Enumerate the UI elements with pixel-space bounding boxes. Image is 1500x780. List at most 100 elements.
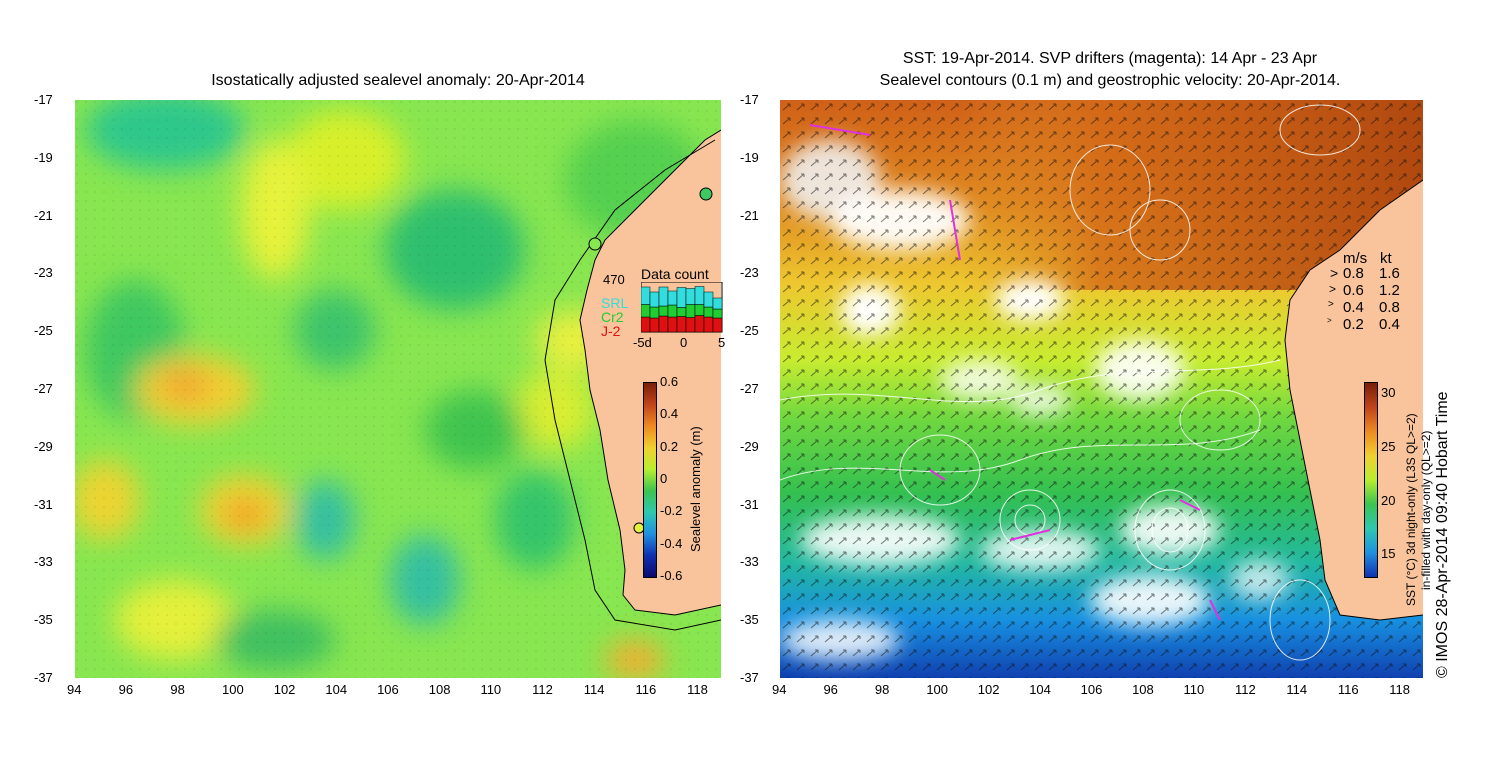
right-lat-label: -19	[740, 149, 759, 165]
sealevel-colorbar	[643, 382, 657, 578]
right-lon-label: 112	[1234, 682, 1256, 697]
right-lon-label: 116	[1337, 682, 1359, 697]
right-lat-label: -33	[740, 554, 759, 570]
inset-bar-j2	[649, 317, 660, 333]
speed-legend-header-kt: kt	[1380, 250, 1392, 267]
sealevel-colorbar-tick: -0.2	[660, 503, 683, 519]
sealevel-colorbar-tick: -0.4	[660, 535, 683, 551]
inset-bar-srl	[685, 288, 696, 305]
sst-colorbar	[1364, 382, 1378, 578]
inset-bar-j2	[694, 315, 705, 333]
left-lon-label: 118	[687, 682, 708, 697]
left-lat-label: -23	[34, 265, 53, 281]
left-lat-label: -25	[34, 323, 53, 339]
left-lon-label: 110	[480, 682, 502, 697]
left-lon-label: 98	[170, 682, 185, 697]
right-lon-label: 100	[926, 682, 949, 697]
inset-title: Data count	[641, 266, 709, 282]
left-lat-label: -21	[34, 207, 53, 223]
inset-bar-cr2	[667, 304, 678, 318]
speed-legend-ms: 0.8	[1343, 265, 1364, 282]
sealevel-colorbar-tick: 0	[660, 470, 668, 486]
inset-bar-j2	[685, 317, 696, 333]
inset-bar-j2	[712, 317, 723, 333]
inset-bar-j2	[667, 316, 678, 333]
speed-legend-kt: 1.6	[1379, 265, 1400, 282]
right-lon-label: 110	[1183, 682, 1205, 697]
inset-bar-cr2	[712, 308, 723, 319]
speed-legend-arrow-icon: >	[1328, 299, 1334, 310]
left-lat-label: -33	[34, 554, 53, 570]
sst-colorbar-label-line2: in-filled with day-only (QL>=2)	[1419, 430, 1433, 590]
sealevel-colorbar-tick: 0.4	[660, 406, 679, 422]
left-lon-label: 114	[583, 682, 605, 697]
left-lat-label: -19	[34, 149, 53, 165]
inset-bar-srl	[712, 297, 723, 310]
right-lon-label: 94	[772, 682, 787, 697]
left-lat-label: -27	[34, 381, 53, 396]
right-lat-label: -37	[740, 670, 759, 685]
right-lon-label: 108	[1132, 682, 1154, 697]
right-lat-label: -25	[740, 323, 759, 339]
data-count-histogram	[641, 282, 723, 333]
right-lat-label: -35	[740, 612, 759, 628]
right-lat-label: -17	[740, 92, 759, 107]
sealevel-colorbar-tick: 0.6	[660, 374, 679, 389]
right-lon-label: 104	[1029, 682, 1051, 697]
sst-colorbar-label-line1: SST (°C) 3d night-only (L3S QL>=2)	[1404, 413, 1418, 606]
inset-bar-cr2	[703, 306, 714, 318]
inset-bar-j2	[641, 316, 651, 333]
imos-credit: © IMOS 28-Apr-2014 09:40 Hobart Time	[1434, 391, 1451, 678]
inset-bar-j2	[676, 316, 687, 333]
inset-bar-srl	[676, 287, 687, 308]
inset-xtick-0: -5d	[633, 335, 652, 350]
inset-bar-srl	[694, 286, 705, 305]
left-lon-label: 112	[532, 682, 553, 697]
speed-legend-arrow-icon: >	[1327, 316, 1332, 325]
speed-legend-kt: 0.4	[1379, 316, 1400, 333]
left-lat-label: -29	[34, 438, 53, 454]
left-lon-label: 108	[428, 682, 451, 697]
speed-legend-ms: 0.2	[1343, 316, 1364, 333]
sealevel-anomaly-map	[75, 100, 721, 678]
left-panel-title: Isostatically adjusted sealevel anomaly:…	[211, 72, 585, 89]
inset-bar-j2	[703, 316, 714, 333]
speed-legend-kt: 1.2	[1379, 282, 1400, 299]
right-lon-label: 114	[1286, 682, 1308, 697]
speed-legend-arrow-icon: >	[1329, 282, 1337, 296]
inset-bar-cr2	[658, 305, 669, 317]
left-lat-label: -31	[34, 496, 53, 512]
left-lat-label: -17	[34, 92, 53, 107]
left-lon-label: 116	[635, 682, 657, 697]
left-lat-label: -35	[34, 612, 53, 628]
inset-bar-srl	[667, 290, 678, 306]
speed-legend-header-ms: m/s	[1343, 250, 1368, 267]
sst-colorbar-tick: 25	[1381, 438, 1396, 454]
right-panel-title-line2: Sealevel contours (0.1 m) and geostrophi…	[879, 72, 1341, 89]
left-lon-label: 94	[67, 682, 82, 697]
right-lat-label: -21	[740, 207, 759, 223]
speed-legend-arrow-icon: >	[1330, 265, 1339, 281]
right-lon-label: 102	[977, 682, 1000, 697]
speed-legend-ms: 0.6	[1343, 282, 1364, 299]
left-lon-label: 104	[325, 682, 348, 697]
right-lon-label: 106	[1080, 682, 1103, 697]
inset-xtick-2: 5	[718, 335, 726, 350]
inset-bar-srl	[658, 286, 669, 307]
sst-colorbar-tick: 20	[1381, 492, 1396, 508]
right-panel-title-line1: SST: 19-Apr-2014. SVP drifters (magenta)…	[902, 50, 1318, 67]
right-lat-label: -23	[740, 265, 759, 281]
sealevel-colorbar-tick: 0.2	[660, 438, 679, 454]
inset-xtick-1: 0	[680, 335, 688, 350]
left-lon-label: 100	[222, 682, 244, 697]
inset-bar-j2	[658, 315, 669, 333]
right-lat-label: -27	[740, 381, 759, 396]
sst-colorbar-tick: 15	[1381, 546, 1396, 562]
right-lat-label: -31	[740, 496, 759, 512]
right-lat-label: -29	[740, 438, 759, 454]
inset-bar-cr2	[694, 304, 705, 316]
left-lon-label: 96	[118, 682, 134, 697]
inset-bar-cr2	[641, 304, 651, 318]
left-lon-label: 102	[273, 682, 296, 697]
sealevel-colorbar-label: Sealevel anomaly (m)	[688, 426, 703, 552]
